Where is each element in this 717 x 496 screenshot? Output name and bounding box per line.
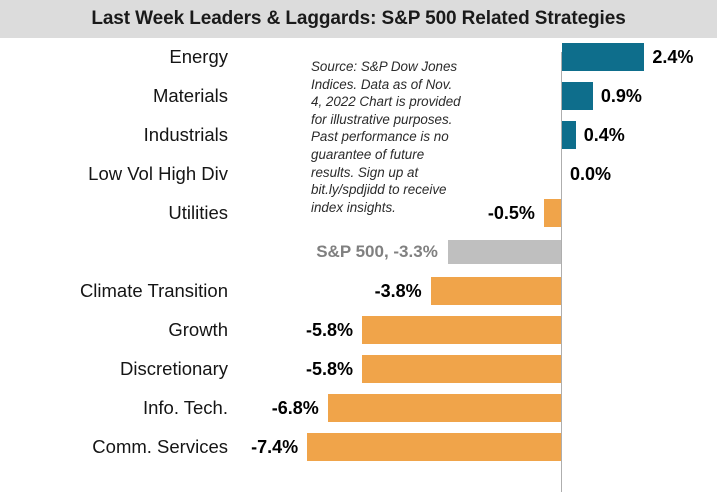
value-label: 0.9%: [600, 86, 642, 106]
value-label: 0.4%: [583, 125, 625, 145]
category-label: Energy: [169, 46, 228, 67]
bar: [362, 316, 561, 344]
category-label: Industrials: [143, 124, 228, 145]
category-label: Comm. Services: [92, 436, 228, 457]
chart-row: Comm. Services -7.4%: [0, 428, 717, 466]
page-title: Last Week Leaders & Laggards: S&P 500 Re…: [91, 8, 626, 29]
chart-row: Info. Tech. -6.8%: [0, 389, 717, 427]
bar: [327, 394, 561, 422]
category-label: Utilities: [168, 202, 228, 223]
chart-row: Energy 2.4%: [0, 38, 717, 76]
title-band: Last Week Leaders & Laggards: S&P 500 Re…: [0, 0, 717, 38]
chart-row: Climate Transition -3.8%: [0, 272, 717, 310]
value-label: -5.8%: [306, 320, 354, 340]
chart-row: Materials 0.9%: [0, 77, 717, 115]
value-label: -7.4%: [251, 437, 299, 457]
zero-axis-line: [561, 52, 562, 492]
value-label: -0.5%: [487, 203, 535, 223]
category-label: Growth: [168, 319, 228, 340]
bar: [562, 43, 645, 71]
chart-row: Utilities -0.5%: [0, 194, 717, 232]
benchmark-label: S&P 500, -3.3%: [316, 242, 438, 261]
chart-row: Low Vol High Div 0.0%: [0, 155, 717, 193]
bar: [307, 433, 561, 461]
value-label: -3.8%: [374, 281, 422, 301]
chart-row: Industrials 0.4%: [0, 116, 717, 154]
source-note: Source: S&P Dow Jones Indices. Data as o…: [311, 59, 461, 215]
category-label: Climate Transition: [79, 280, 228, 301]
bar: [430, 277, 561, 305]
chart-row: Growth -5.8%: [0, 311, 717, 349]
benchmark-bar: [447, 240, 561, 264]
value-label: -5.8%: [306, 359, 354, 379]
bar: [562, 82, 593, 110]
value-label: -6.8%: [271, 398, 319, 418]
bar: [362, 355, 561, 383]
benchmark-row: S&P 500, -3.3%: [0, 233, 717, 271]
category-label: Low Vol High Div: [88, 163, 228, 184]
bar: [543, 199, 561, 227]
plot-area: Energy 2.4% Materials 0.9% Industrials 0.4% Lo…: [0, 38, 717, 496]
value-label: 0.0%: [570, 164, 612, 184]
bar: [562, 121, 576, 149]
category-label: Info. Tech.: [142, 397, 228, 418]
chart-row: Discretionary -5.8%: [0, 350, 717, 388]
category-label: Discretionary: [120, 358, 228, 379]
value-label: 2.4%: [652, 47, 694, 67]
category-label: Materials: [152, 85, 228, 106]
